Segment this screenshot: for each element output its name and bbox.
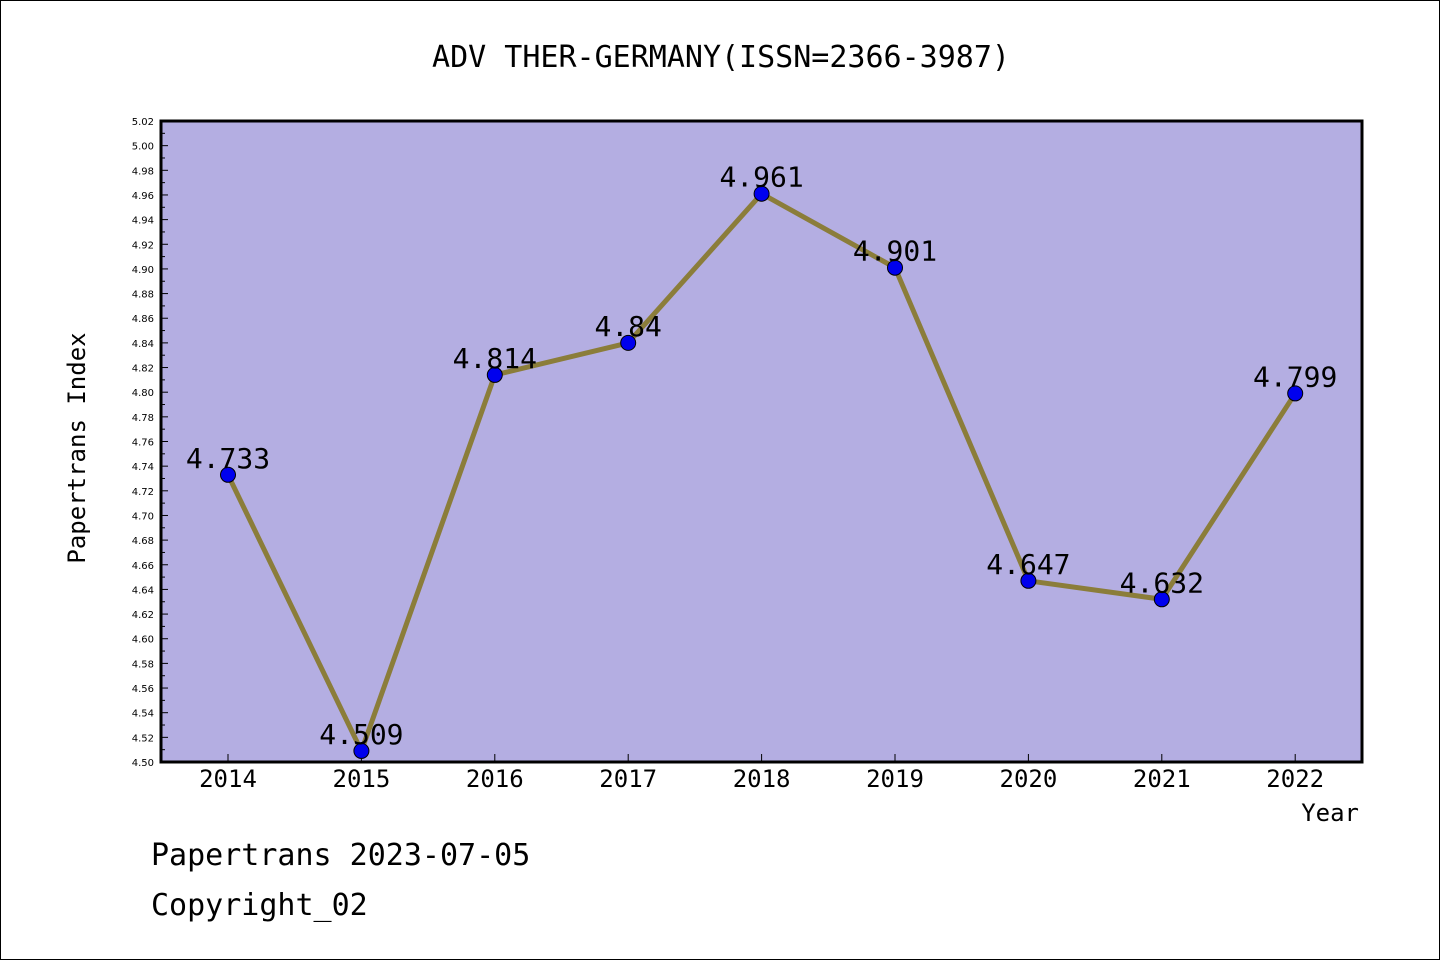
y-tick-label: 4.68 [132, 536, 154, 547]
data-point [753, 185, 770, 202]
y-tick-label: 4.62 [132, 610, 154, 621]
footer-date: Papertrans 2023-07-05 [151, 838, 530, 873]
data-point [1287, 385, 1304, 402]
data-label: 4.632 [1120, 566, 1204, 599]
y-axis: 4.50 4.52 4.54 4.56 4.58 4.60 4.62 4.64 4.66 4.68… [132, 117, 168, 769]
x-tick-label: 2014 [199, 765, 257, 793]
x-tick-label: 2021 [1133, 765, 1191, 793]
y-tick-label: 4.82 [132, 364, 154, 375]
y-tick-label: 4.54 [132, 709, 154, 720]
data-label: 4.509 [319, 718, 403, 751]
x-tick-label: 2018 [733, 765, 791, 793]
x-tick-label: 2015 [333, 765, 391, 793]
data-label: 4.84 [594, 310, 661, 343]
y-tick-label: 4.78 [132, 413, 154, 424]
data-point [1153, 591, 1170, 608]
y-tick-label: 4.60 [132, 635, 154, 646]
y-tick-label: 4.52 [132, 733, 154, 744]
data-point [220, 466, 236, 483]
data-point [486, 366, 503, 383]
y-tick-label: 4.94 [132, 216, 154, 227]
x-tick-label: 2022 [1266, 765, 1324, 793]
data-label: 4.733 [186, 442, 270, 475]
data-label: 4.814 [453, 342, 537, 375]
data-label: 4.961 [719, 161, 803, 194]
data-point [1020, 572, 1037, 589]
x-tick-label: 2016 [466, 765, 524, 793]
y-tick-label: 5.00 [132, 142, 154, 153]
y-tick-label: 4.58 [132, 659, 154, 670]
data-label: 4.901 [853, 235, 937, 268]
x-tick-label: 2020 [1000, 765, 1058, 793]
chart-title: ADV THER-GERMANY(ISSN=2366-3987) [432, 40, 1010, 75]
y-tick-label: 4.76 [132, 438, 154, 449]
data-point [887, 259, 903, 276]
y-tick-label: 4.90 [132, 265, 154, 276]
y-tick-label: 4.72 [132, 487, 154, 498]
y-tick-label: 4.84 [132, 339, 154, 350]
y-axis-label: Papertrans Index [63, 332, 91, 563]
y-tick-label: 4.66 [132, 561, 154, 572]
y-tick-label: 4.80 [132, 388, 154, 399]
y-tick-label: 4.98 [132, 166, 154, 177]
y-tick-label: 4.70 [132, 511, 154, 522]
data-point [620, 334, 637, 351]
series: 4.733 4.509 4.814 4.84 4.961 4.901 4.647 4.632 4… [186, 161, 1337, 759]
data-label: 4.799 [1253, 360, 1337, 393]
y-tick-label: 4.88 [132, 290, 154, 301]
x-tick-label: 2019 [866, 765, 924, 793]
x-tick-label: 2017 [599, 765, 657, 793]
y-tick-label: 4.74 [132, 462, 154, 473]
x-axis-label: Year [1301, 799, 1359, 827]
y-tick-label: 4.86 [132, 314, 154, 325]
y-tick-label: 4.92 [132, 240, 154, 251]
y-tick-label: 4.56 [132, 684, 154, 695]
footer-copyright: Copyright_02 [151, 888, 368, 923]
y-tick-label: 5.02 [132, 117, 154, 128]
y-tick-label: 4.50 [132, 758, 154, 769]
data-point [353, 742, 370, 759]
plot-area [159, 119, 1364, 764]
y-tick-label: 4.64 [132, 585, 154, 596]
data-label: 4.647 [986, 548, 1070, 581]
x-axis: 2014 2015 2016 2017 2018 2019 2020 2021 2022 [199, 754, 1324, 793]
y-tick-label: 4.96 [132, 191, 154, 202]
